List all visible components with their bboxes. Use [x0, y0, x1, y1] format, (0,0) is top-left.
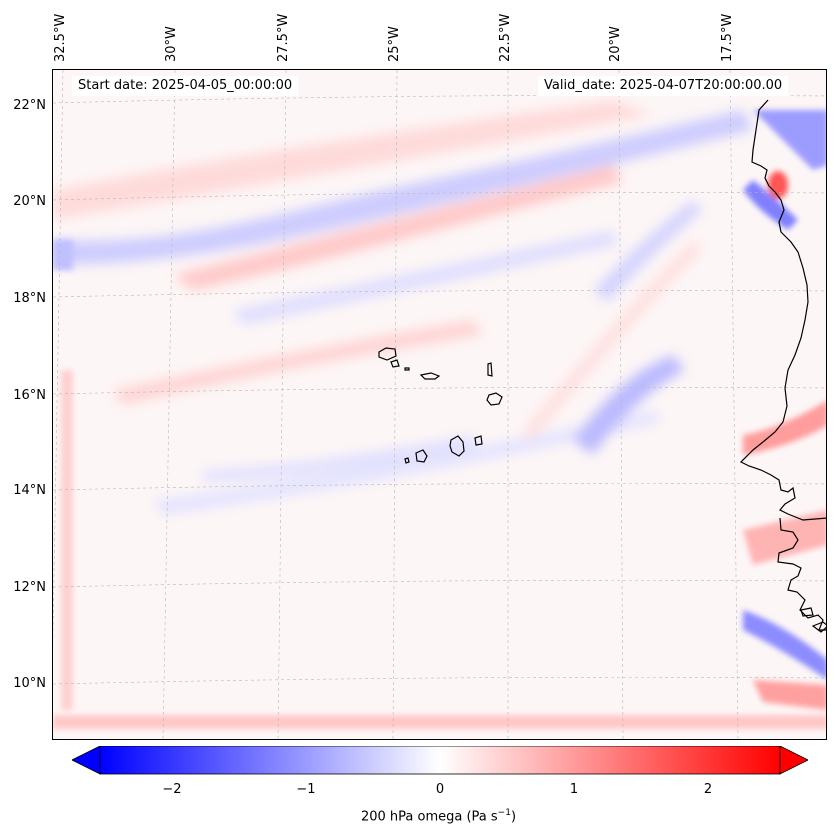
lat-label-22n: 22°N: [13, 98, 46, 113]
ascent-band-19n: [53, 110, 753, 265]
gridlines: [53, 70, 826, 739]
cape-verde-islands: [378, 347, 503, 464]
map-panel[interactable]: [52, 69, 827, 740]
lon-label-17-5w: 17.5°W: [720, 13, 735, 62]
lat-label-10n: 10°N: [13, 676, 46, 691]
ascent-band-17n: [233, 230, 618, 325]
lon-label-25w: 25°W: [387, 26, 402, 62]
ascent-band-15n: [203, 435, 478, 482]
brava-island: [404, 457, 410, 464]
fogo-island: [415, 449, 428, 463]
western-boundary-band: [61, 370, 73, 710]
lon-label-30w: 30°W: [164, 26, 179, 62]
lat-label-20n: 20°N: [13, 194, 46, 209]
omega-field-map[interactable]: [53, 70, 827, 740]
lat-label-16n: 16°N: [13, 388, 46, 403]
lon-label-20w: 20°W: [608, 26, 623, 62]
lon-label-27-5w: 27.5°W: [276, 13, 291, 62]
colorbar-tick-neg1: −1: [296, 782, 316, 797]
lat-label-12n: 12°N: [13, 580, 46, 595]
subsidence-band-18n: [173, 165, 623, 290]
coastal-subsidence-20n: [768, 171, 788, 199]
santo-antao-island: [378, 347, 397, 361]
colorbar-extend-max: [779, 746, 808, 775]
maio-island: [474, 435, 483, 446]
lat-label-14n: 14°N: [13, 483, 46, 498]
coastal-ascent-12n: [743, 610, 826, 679]
lon-label-32-5w: 32.5°W: [53, 13, 68, 62]
santa-luzia-island: [404, 367, 410, 371]
ascent-swirl-central: [573, 355, 685, 455]
sao-nicolau-island: [419, 372, 441, 380]
colorbar-tick-1: 1: [569, 782, 579, 797]
subsidence-streak-central: [523, 240, 703, 440]
boa-vista-island: [486, 392, 503, 406]
coastal-subsidence-11n: [753, 680, 826, 710]
sal-island: [487, 362, 493, 377]
lon-label-22-5w: 22.5°W: [498, 13, 513, 62]
colorbar-tick-0: 0: [435, 782, 445, 797]
subsidence-band-north: [53, 100, 653, 220]
coastal-subsidence-12n: [743, 510, 826, 565]
santiago-island: [449, 435, 465, 457]
colorbar: [72, 746, 808, 775]
southern-boundary-band: [53, 715, 826, 729]
lat-label-18n: 18°N: [13, 291, 46, 306]
coastal-ascent-north: [753, 110, 826, 170]
colorbar-extend-min: [72, 746, 101, 775]
subsidence-band-16n: [113, 320, 483, 405]
start-date-label: Start date: 2025-04-05_00:00:00: [72, 76, 299, 96]
colorbar-tick-neg2: −2: [162, 782, 182, 797]
colorbar-tick-2: 2: [703, 782, 713, 797]
western-edge-ascent: [53, 240, 73, 270]
colorbar-label: 200 hPa omega (Pa s−1): [360, 808, 517, 825]
sao-vicente-island: [390, 359, 400, 368]
colorbar-gradient: [99, 746, 781, 775]
africa-coastline: [739, 99, 826, 633]
valid-date-label: Valid_date: 2025-04-07T20:00:00.00: [538, 76, 789, 96]
